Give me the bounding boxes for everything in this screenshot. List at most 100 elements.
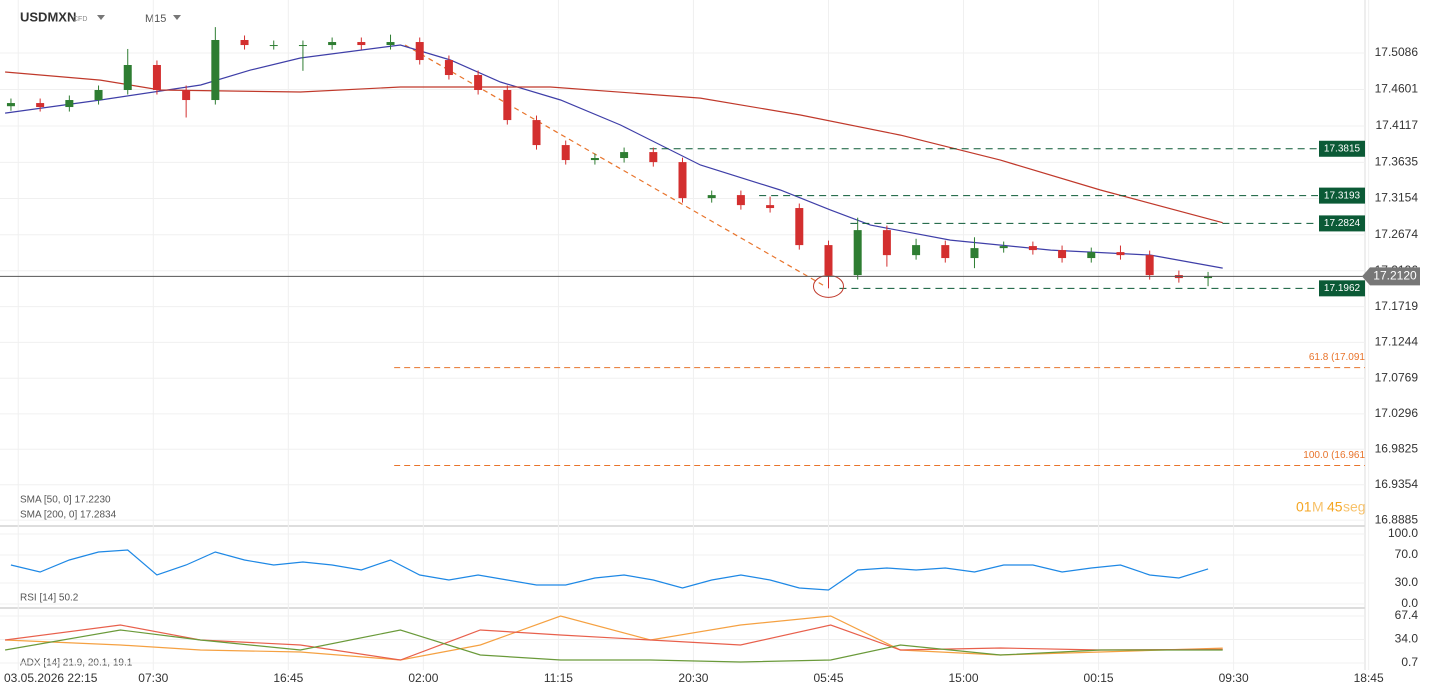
sma-legend: SMA [200, 0] 17.2834 [20,510,117,521]
x-tick-label: 07:30 [138,671,168,685]
candle-body [999,246,1008,249]
x-tick-label: 00:15 [1084,671,1114,685]
candle-body [1087,252,1096,259]
x-tick-label: 02:00 [408,671,438,685]
candle-body [328,42,337,46]
candle-body [853,230,862,276]
candle-body [65,100,74,108]
candle-body [1116,252,1125,256]
current-price-box [1362,267,1420,286]
rsi-line [10,549,1209,591]
symbol-dropdown[interactable] [97,15,105,20]
candle-body [1145,255,1154,276]
low-marker [812,274,844,298]
y-tick-label: 17.3635 [1375,154,1419,168]
x-tick-label: 03.05.2026 22:15 [4,671,98,685]
y-tick-label: 17.3154 [1375,191,1419,205]
y-tick-label: 0.0 [1401,596,1418,610]
level-box [1319,187,1365,204]
y-tick-label: 17.4601 [1375,82,1419,96]
candle-body [6,103,15,107]
y-tick-label: 67.4 [1395,608,1419,622]
timeframe-dropdown[interactable] [173,15,181,20]
instrument-type: CFD [73,16,87,23]
fib-label: 100.0 (16.961 [1303,450,1365,461]
fib-label: 61.8 (17.091 [1309,352,1366,363]
countdown: 01 M 45 seg [1296,499,1366,515]
level-label: 17.1962 [1324,283,1361,294]
y-tick-label: 16.9825 [1375,441,1419,455]
countdown-seconds: 45 [1327,499,1343,515]
candle-body [561,145,570,161]
candle-body [182,90,191,101]
y-tick-label: 17.5086 [1375,45,1419,59]
adx-line [5,615,1223,661]
x-tick-label: 16:45 [273,671,303,685]
candle-body [211,39,220,101]
countdown-unit: M [1312,499,1324,515]
candle-body [94,90,103,101]
candle-body [298,45,307,47]
y-tick-label: 17.4117 [1376,118,1419,132]
y-tick-label: 100.0 [1388,526,1418,540]
x-tick-label: 15:00 [949,671,979,685]
y-tick-label: 0.7 [1401,655,1418,669]
candle-body [678,162,687,199]
x-tick-label: 20:30 [678,671,708,685]
grid [0,0,1370,670]
timeframe[interactable]: M15 [145,13,166,25]
candle-body [736,195,745,206]
y-tick-label: 17.0296 [1375,406,1419,420]
candle-body [620,152,629,159]
level-label: 17.2824 [1324,218,1361,229]
y-tick-label: 17.1719 [1375,299,1419,313]
x-tick-label: 18:45 [1354,671,1384,685]
candle-body [590,158,599,161]
candle-body [36,103,45,108]
current-price-label: 17.2120 [1373,269,1417,283]
candle-body [912,245,921,256]
candle-body [766,205,775,209]
candle-body [386,42,395,46]
candle-body [240,39,249,46]
level-label: 17.3815 [1324,143,1361,154]
candle-body [707,195,716,199]
x-tick-label: 11:15 [544,671,573,685]
candle-body [503,90,512,121]
y-tick-label: 16.9354 [1375,477,1419,491]
candle-body [941,245,950,259]
sma-line [5,44,1223,269]
level-label: 17.3193 [1324,190,1361,201]
symbol: USDMXN [20,9,76,24]
sma-legend: SMA [50, 0] 17.2230 [20,495,111,506]
candle-body [415,42,424,61]
y-tick-label: 17.0769 [1375,370,1419,384]
countdown-unit: seg [1343,499,1366,515]
trendline [404,44,826,288]
rsi-legend: RSI [14] 50.2 [20,593,79,604]
candle-body [795,208,804,246]
candle-body [1058,250,1067,259]
level-box [1319,140,1365,157]
candle-body [649,152,658,163]
candle-body [444,60,453,76]
sma-line [5,71,1223,224]
candle-body [882,230,891,256]
y-tick-label: 17.1244 [1375,335,1419,349]
y-tick-label: 70.0 [1395,547,1419,561]
y-tick-label: 16.8885 [1375,512,1419,526]
candle-body [1204,276,1213,279]
candle-body [357,42,366,46]
x-tick-label: 09:30 [1219,671,1249,685]
candle-body [824,245,833,276]
countdown-minutes: 01 [1296,499,1312,515]
y-tick-label: 17.2674 [1375,227,1419,241]
candle-body [532,120,541,146]
level-box [1319,280,1365,297]
candle-body [970,248,979,259]
candle-body [123,65,132,91]
level-box [1319,215,1365,232]
candle-body [474,75,483,91]
